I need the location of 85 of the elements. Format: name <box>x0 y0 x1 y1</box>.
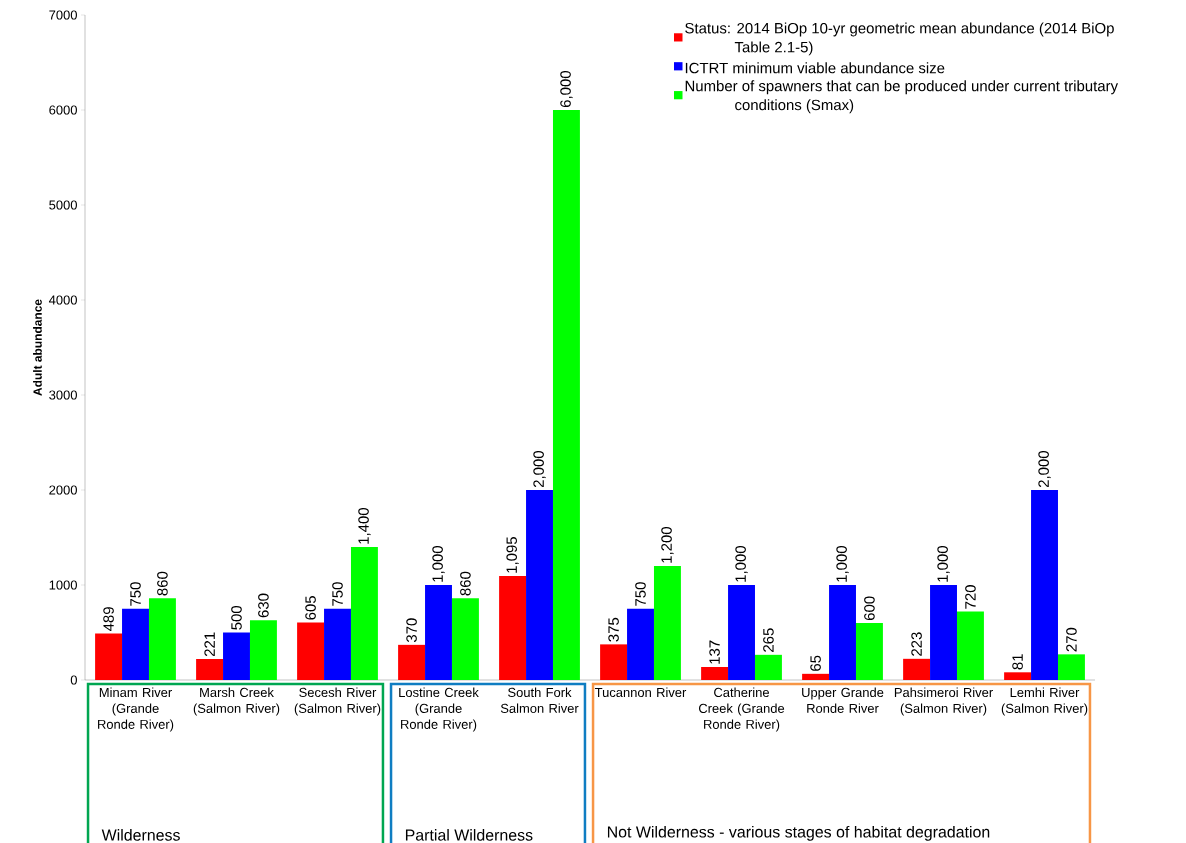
y-tick-label: 7000 <box>49 10 77 20</box>
y-tick-label: 2000 <box>49 485 77 495</box>
x-tick-label: Pahsimeroi River (Salmon River) <box>894 687 993 716</box>
data-label: 1,095 <box>506 537 519 573</box>
data-label: 1,000 <box>937 546 950 582</box>
bar <box>728 585 755 680</box>
bar <box>653 566 681 680</box>
data-label: 1,000 <box>432 546 445 582</box>
data-label: 2,000 <box>1038 451 1051 488</box>
bar <box>956 611 984 680</box>
bar <box>903 658 931 680</box>
legend-label: ICTRT minimum viable abundance size <box>685 62 945 74</box>
bar <box>148 598 176 680</box>
bar <box>627 608 654 680</box>
text: Wilderness <box>101 829 180 841</box>
data-label: 720 <box>965 585 976 609</box>
x-tick-label: Minam River (Grande Ronde River) <box>98 687 174 732</box>
text: Partial Wilderness <box>405 829 533 841</box>
bar <box>600 644 628 680</box>
data-label: 500 <box>231 605 242 630</box>
data-label: 1,000 <box>735 546 748 582</box>
bar <box>196 659 224 680</box>
bar <box>552 110 580 680</box>
bar <box>701 666 729 680</box>
data-label: 270 <box>1066 627 1077 652</box>
data-label: 750 <box>635 582 646 606</box>
legend-label: Number of spawners that can be produced under current tributary conditions (Smax) <box>685 80 1118 114</box>
data-label: 1,400 <box>358 508 371 544</box>
bar <box>223 632 250 680</box>
data-label: 65 <box>810 655 821 671</box>
bar <box>1031 490 1058 680</box>
bar <box>350 547 378 680</box>
y-tick-label: 0 <box>70 675 77 685</box>
data-label: 750 <box>332 582 343 606</box>
data-label: 223 <box>911 632 922 656</box>
legend-label: Status: 2014 BiOp 10-yr geometric mean abundance (2014 BiOp Table 2.1-5) <box>685 22 1114 56</box>
bar <box>499 575 527 680</box>
data-label: 605 <box>305 596 316 620</box>
bar <box>425 585 452 680</box>
bar <box>829 585 856 680</box>
data-label: 1,000 <box>836 546 849 582</box>
data-label: 6,000 <box>560 71 573 108</box>
y-tick-label: 1000 <box>49 580 77 590</box>
data-label: 1,200 <box>661 527 674 563</box>
x-tick-label: Tucannon River <box>594 687 687 698</box>
data-label: 265 <box>763 628 774 652</box>
bar <box>249 620 277 680</box>
bar <box>398 644 426 680</box>
bar <box>95 633 123 680</box>
data-label: 137 <box>709 640 720 664</box>
bar <box>122 608 149 680</box>
x-tick-label: Lemhi River (Salmon River) <box>1001 687 1088 716</box>
y-tick-label: 3000 <box>49 390 77 400</box>
bar <box>855 623 883 680</box>
bar <box>324 608 351 680</box>
bar <box>1057 654 1085 680</box>
data-label: 860 <box>157 571 168 596</box>
data-label: 81 <box>1012 654 1023 670</box>
bar <box>526 490 553 680</box>
data-label: 375 <box>608 617 619 642</box>
data-label: 630 <box>258 593 269 618</box>
bar <box>802 673 830 680</box>
data-label: 221 <box>204 632 215 657</box>
y-tick-label: 6000 <box>49 105 77 115</box>
x-tick-label: Upper Grande Ronde River <box>802 687 884 713</box>
x-tick-label: Lostine Creek (Grande Ronde River) <box>399 687 479 732</box>
x-tick-label: South Fork Salmon River <box>500 687 579 713</box>
bar <box>1004 672 1032 680</box>
data-label: 860 <box>460 571 471 596</box>
y-axis-title: Adult abundance <box>33 299 42 396</box>
x-tick-label: Marsh Creek (Salmon River) <box>193 687 280 716</box>
y-tick-label: 4000 <box>48 295 77 305</box>
bar <box>451 598 479 680</box>
bar <box>930 585 957 680</box>
data-label: 370 <box>406 618 417 643</box>
x-tick-label: Secesh River (Salmon River) <box>294 687 381 716</box>
data-label: 750 <box>130 582 141 606</box>
text: Not Wilderness - various stages of habitat degradation <box>607 825 990 841</box>
x-tick-label: Catherine Creek (Grande Ronde River) <box>698 687 785 732</box>
data-label: 600 <box>864 596 875 621</box>
data-label: 2,000 <box>533 451 546 488</box>
bar <box>754 654 782 680</box>
y-tick-label: 5000 <box>49 200 77 210</box>
bar <box>297 622 325 680</box>
data-label: 489 <box>103 607 114 631</box>
